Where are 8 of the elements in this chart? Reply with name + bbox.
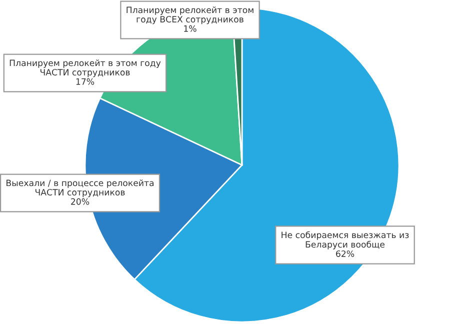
data-label: 17%: [76, 78, 94, 85]
slice-label: Планируем релокейт в этом году ВСЕХ сотрудников: [126, 6, 254, 24]
slice-label: Не собираемся выезжать из Беларуси вообще: [282, 231, 409, 250]
data-label: 62%: [336, 250, 354, 257]
slice-label: Выехали / в процессе релокейта ЧАСТИ сотрудников: [6, 180, 154, 198]
data-label: 1%: [184, 25, 196, 32]
slice-label: Планируем релокейт в этом году ЧАСТИ сотрудников: [10, 60, 161, 78]
data-label: 20%: [71, 198, 90, 205]
